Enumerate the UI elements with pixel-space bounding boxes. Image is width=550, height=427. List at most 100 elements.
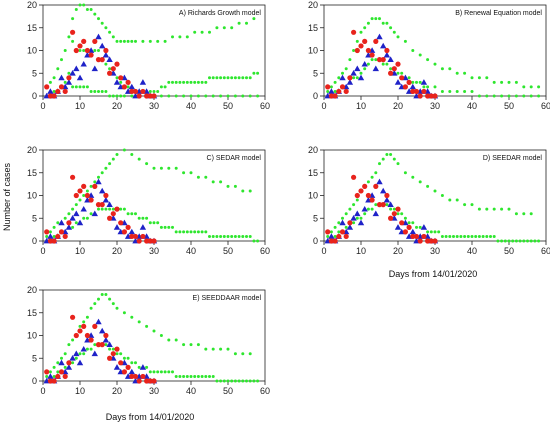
green-model-dot [89, 184, 93, 188]
red-circle-point [77, 328, 83, 334]
green-model-dot [211, 347, 215, 351]
green-model-dot [448, 89, 452, 93]
red-circle-point [325, 229, 331, 235]
green-model-dot [477, 207, 481, 211]
green-model-dot [78, 352, 82, 356]
green-model-dot [174, 374, 178, 378]
green-model-dot [233, 234, 237, 238]
green-model-dot [245, 379, 248, 383]
blue-triangle-point [128, 83, 135, 90]
green-model-dot [437, 230, 441, 234]
green-model-dot [352, 203, 356, 207]
green-model-dot [189, 171, 193, 175]
red-circle-point [88, 337, 94, 343]
green-model-dot [100, 207, 104, 211]
red-circle-point [118, 220, 124, 226]
green-model-dot [208, 30, 211, 34]
red-circle-point [107, 355, 113, 361]
x-tick-label: 30 [430, 246, 440, 256]
green-model-dot [156, 89, 160, 93]
green-model-dot [89, 347, 93, 351]
blue-triangle-point [102, 196, 110, 203]
green-model-dot [537, 94, 541, 98]
green-model-dot [56, 370, 60, 374]
green-model-dot [389, 26, 393, 30]
x-tick-label: 0 [40, 101, 45, 111]
green-model-dot [119, 352, 123, 356]
green-model-dot [63, 216, 67, 220]
green-model-dot [97, 297, 100, 301]
green-model-dot [326, 234, 330, 238]
blue-triangle-point [409, 228, 416, 235]
x-tick-label: 0 [40, 246, 45, 256]
green-model-dot [104, 62, 108, 66]
green-model-dot [108, 162, 112, 166]
green-model-dot [385, 21, 389, 25]
red-circle-point [332, 238, 338, 244]
green-model-dot [522, 85, 526, 89]
red-circle-point [55, 88, 61, 95]
green-model-dot [93, 343, 97, 347]
red-circle-point [369, 197, 375, 203]
blue-triangle-point [139, 364, 147, 370]
x-tick-label: 60 [541, 101, 550, 111]
blue-triangle-point [91, 210, 98, 217]
red-circle-point [129, 88, 135, 95]
red-circle-point [62, 373, 68, 380]
green-model-dot [122, 207, 126, 211]
red-circle-point [47, 93, 54, 99]
x-tick-label: 60 [260, 101, 270, 111]
red-circle-point [151, 378, 157, 384]
green-model-dot [219, 76, 223, 80]
green-model-dot [355, 198, 359, 202]
red-circle-point [421, 233, 427, 240]
green-model-dot [381, 62, 385, 66]
green-model-dot [256, 239, 260, 243]
green-model-dot [256, 379, 260, 383]
green-model-dot [74, 356, 78, 360]
red-circle-point [70, 174, 76, 180]
x-tick-label: 10 [75, 246, 85, 256]
green-model-dot [93, 180, 97, 184]
green-model-dot [119, 80, 123, 84]
green-model-dot [452, 234, 455, 238]
green-model-dot [171, 35, 174, 39]
green-model-dot [363, 67, 367, 71]
red-circle-point [81, 183, 87, 189]
red-circle-point [95, 57, 102, 63]
green-model-dot [366, 180, 370, 184]
green-model-dot [396, 35, 400, 39]
green-model-dot [174, 94, 178, 98]
red-circle-point [121, 84, 127, 90]
green-model-dot [189, 80, 193, 84]
green-model-dot [111, 302, 115, 306]
green-model-dot [141, 39, 145, 43]
y-tick-label: 5 [313, 68, 318, 78]
red-circle-point [66, 75, 72, 81]
green-model-dot [104, 89, 108, 93]
green-model-dot [48, 80, 52, 84]
red-circle-point [66, 220, 72, 226]
green-model-dot [159, 166, 163, 170]
green-model-dot [341, 71, 344, 75]
green-model-dot [241, 76, 245, 80]
green-model-dot [333, 80, 337, 84]
red-circle-point [358, 188, 364, 194]
green-model-dot [204, 175, 208, 179]
green-model-dot [52, 365, 56, 369]
blue-triangle-point [128, 368, 135, 375]
green-model-dot [78, 3, 82, 7]
y-tick-label: 10 [27, 331, 37, 341]
green-model-dot [196, 175, 200, 179]
green-model-dot [348, 207, 352, 211]
green-model-dot [104, 293, 108, 297]
green-model-dot [145, 216, 149, 220]
red-circle-point [365, 192, 371, 199]
green-model-dot [115, 352, 119, 356]
green-model-dot [352, 49, 356, 52]
green-model-dot [111, 35, 115, 39]
red-circle-point [136, 378, 142, 384]
green-model-dot [130, 39, 134, 43]
red-circle-point [369, 52, 375, 58]
green-model-dot [374, 171, 378, 175]
